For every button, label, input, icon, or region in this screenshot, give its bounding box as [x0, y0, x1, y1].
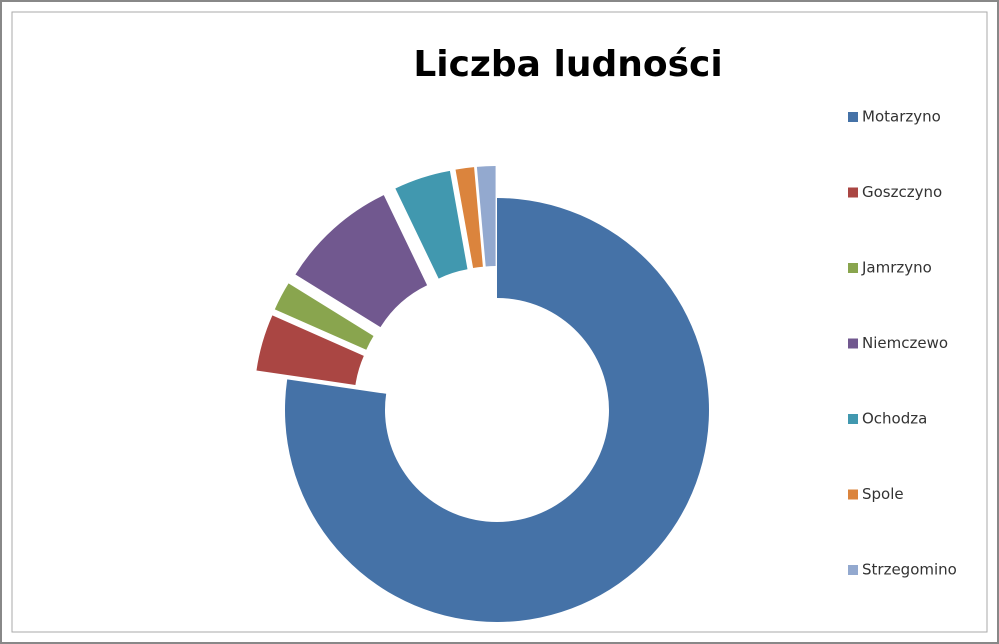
donut-slice: [256, 315, 364, 385]
donut-slice: [476, 166, 496, 267]
donut-slice: [395, 170, 468, 279]
legend-label: Strzegomino: [862, 561, 957, 579]
legend-label: Motarzyno: [862, 108, 941, 126]
donut-slice: [274, 283, 374, 350]
chart-title: Liczba ludności: [413, 44, 722, 85]
legend-swatch: [848, 112, 858, 122]
legend-label: Niemczewo: [862, 334, 948, 352]
legend-swatch: [848, 414, 858, 424]
legend-swatch: [848, 489, 858, 500]
legend-swatch: [848, 338, 858, 349]
donut-slice: [455, 167, 483, 269]
legend-label: Ochodza: [862, 410, 927, 428]
legend-swatch: [848, 187, 858, 198]
legend-label: Goszczyno: [862, 183, 942, 201]
donut-slice: [285, 198, 709, 622]
donut-slice: [295, 195, 428, 328]
legend-swatch: [848, 565, 858, 575]
legend-swatch: [848, 263, 858, 273]
legend-label: Jamrzyno: [861, 259, 932, 277]
legend-label: Spole: [862, 485, 904, 503]
